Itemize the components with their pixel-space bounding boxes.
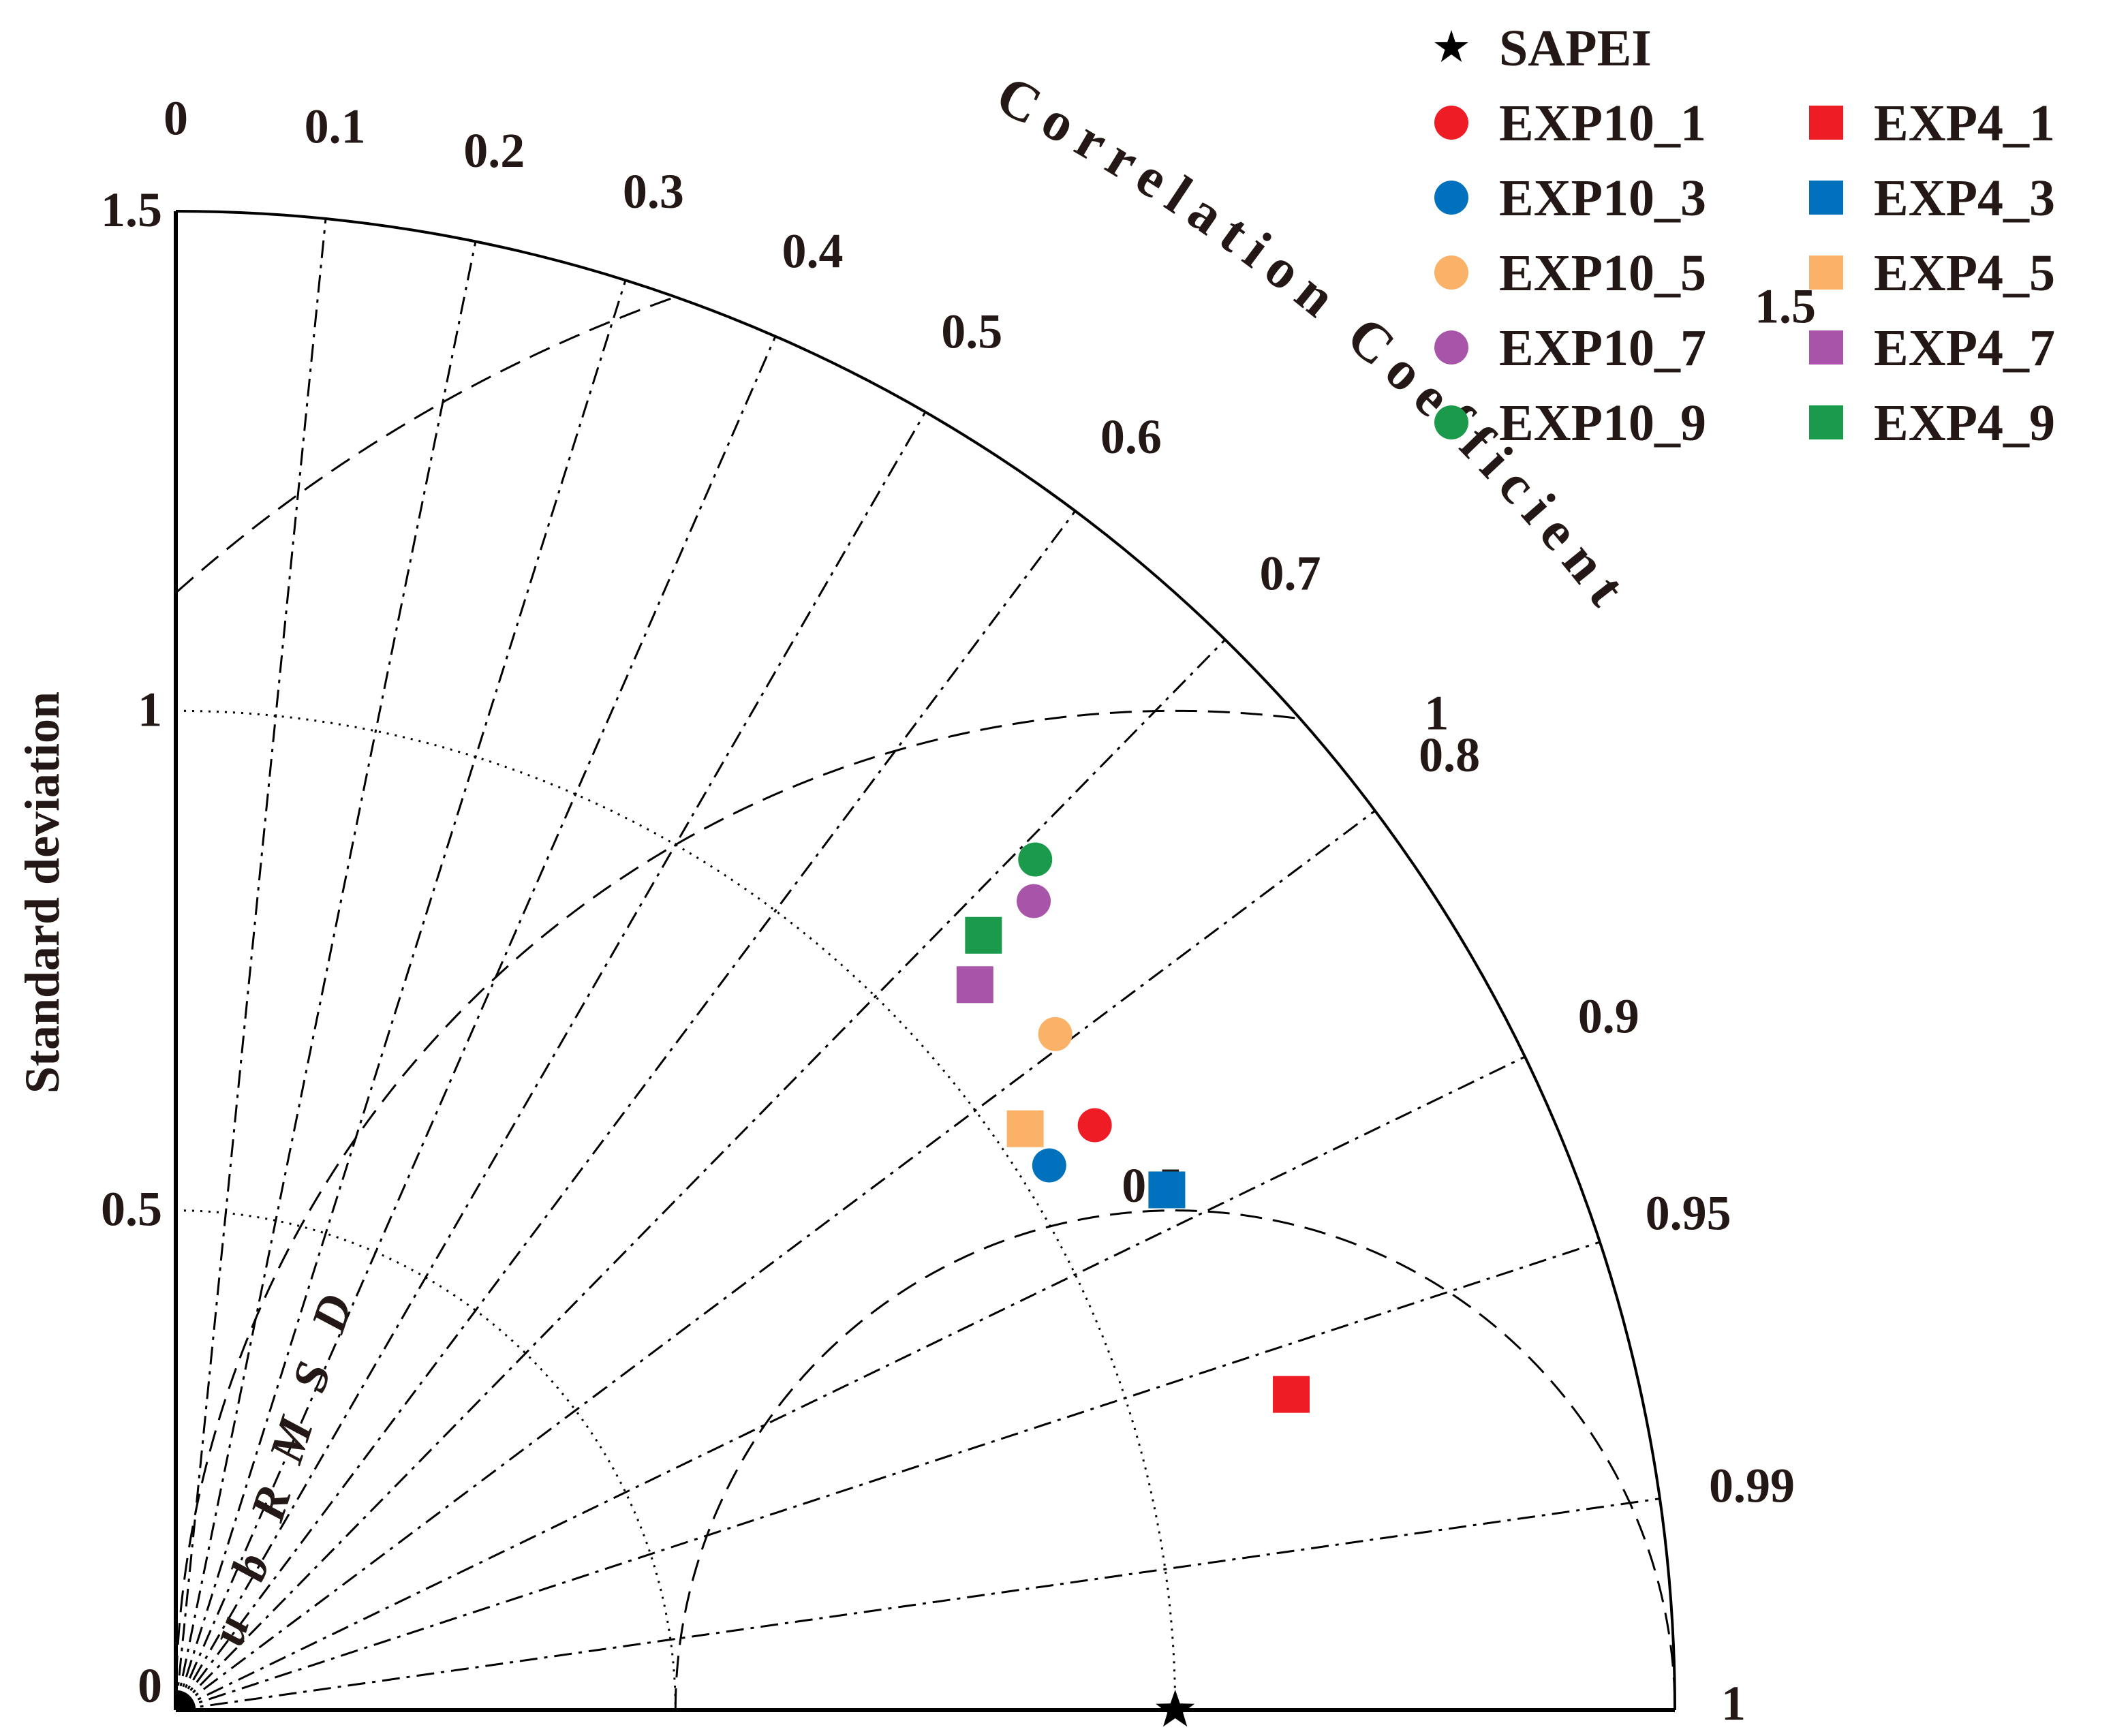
legend-label: EXP10_7 [1499,320,1706,377]
point-exp4-1 [1273,1376,1310,1413]
point-exp10-5 [1038,1017,1073,1051]
correlation-line [175,1241,1601,1711]
rmsd-label-char: R [239,1479,301,1528]
point-exp10-3 [1032,1148,1066,1183]
point-exp4-3 [1148,1171,1186,1209]
std-axis-title: Standard deviation [15,692,70,1094]
legend-circle-marker [1434,106,1468,140]
rmsd-contour-label: 1.5 [1755,279,1816,334]
legend-label: EXP4_7 [1874,320,2055,377]
correlation-tick-label: 0.4 [782,224,844,279]
point-exp4-5 [1006,1110,1044,1147]
legend-label: EXP4_5 [1874,245,2055,302]
correlation-line [174,218,327,1711]
std-tick-label: 0 [138,1658,162,1713]
legend-label: EXP10_5 [1499,245,1706,302]
point-exp4-9 [965,916,1002,954]
correlation-line [174,241,477,1711]
grid-layer [174,218,1676,1711]
correlation-tick-label: 0.7 [1259,546,1321,600]
correlation-tick-label: 0.9 [1578,989,1639,1044]
correlation-line [174,336,777,1711]
correlation-tick-label: 0.6 [1100,409,1162,464]
point-exp4-7 [956,966,993,1004]
correlation-line [175,809,1376,1711]
rmsd-label-char: D [300,1288,363,1339]
correlation-tick-label: 0.5 [941,305,1002,359]
correlation-tick-label: 0.2 [463,123,525,178]
points-layer [956,842,1310,1727]
legend-circle-marker [1434,181,1468,215]
std-tick-label: 1.5 [101,183,162,237]
legend-square-marker [1809,255,1843,290]
outer-arc [175,210,1676,1711]
correlation-line [174,411,927,1711]
correlation-line [175,1055,1526,1711]
correlation-line [175,1498,1661,1711]
correlation-tick-label: 0 [164,91,188,146]
legend-square-marker [1809,181,1843,215]
std-contour [175,1209,677,1711]
rmsd-label-char: M [258,1409,324,1470]
point-exp10-1 [1077,1108,1112,1143]
correlation-line [174,638,1227,1711]
std-tick-label: 1 [138,682,162,737]
legend-circle-marker [1434,330,1468,365]
legend-label: EXP4_9 [1874,394,2055,452]
legend-circle-marker [1434,405,1468,439]
legend-square-marker [1809,405,1843,439]
labels-layer: 0.511.500.511.5100.10.20.30.40.50.60.70.… [15,63,1816,1731]
x-end-label: 1 [1721,1676,1746,1731]
legend-label: EXP4_1 [1874,95,2055,152]
legend-circle-marker [1434,255,1468,290]
legend-label: EXP10_3 [1499,170,1706,227]
legend: SAPEI EXP10_1 EXP10_3 EXP10_5 EXP10_7 EXP10_9… [1434,20,2055,452]
correlation-line [174,510,1077,1711]
correlation-tick-label: 0.95 [1646,1185,1731,1240]
correlation-tick-label: 0.3 [623,164,684,219]
reference-star-marker [1156,1690,1195,1727]
legend-star-marker [1434,30,1468,63]
correlation-tick-label: 0.8 [1419,728,1480,782]
correlation-tick-label: 0.1 [305,99,366,153]
legend-label: SAPEI [1499,20,1652,77]
rmsd-contour-label: 1 [1424,686,1449,741]
rmsd-contour [176,296,675,593]
legend-square-marker [1809,106,1843,140]
axes-layer [174,210,1676,1712]
legend-label: EXP4_3 [1874,170,2055,227]
point-exp10-9 [1018,842,1053,877]
legend-label: EXP10_1 [1499,95,1706,152]
point-exp10-7 [1017,884,1051,918]
legend-square-marker [1809,330,1843,365]
legend-label: EXP10_9 [1499,394,1706,452]
rmsd-contour [174,709,1297,1711]
rmsd-contour [674,1209,1676,1711]
correlation-tick-label: 0.99 [1709,1458,1795,1513]
std-tick-label: 0.5 [101,1182,162,1237]
correlation-line [174,279,627,1711]
rmsd-label-char: S [281,1355,341,1398]
